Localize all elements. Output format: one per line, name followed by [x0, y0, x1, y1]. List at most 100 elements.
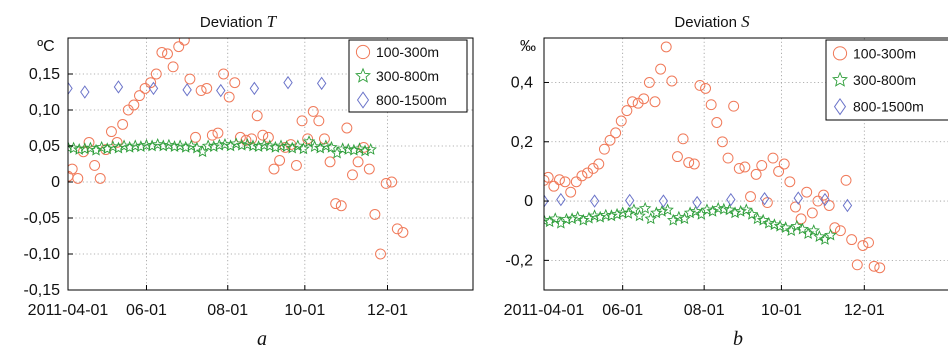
- data-point: [257, 138, 271, 151]
- legend: 100-300m 300-800m 800-1500m: [825, 39, 948, 121]
- data-point: [706, 204, 719, 217]
- data-point: [335, 200, 347, 212]
- data-point: [544, 215, 556, 228]
- chart-panel-a: -0,15 -0,10 -0,05 0 0,05 0,10 0,15 2011-04-01 06…: [24, 12, 474, 350]
- data-point: [95, 140, 108, 153]
- data-point: [576, 170, 588, 182]
- data-point: [162, 48, 173, 60]
- data-point: [767, 152, 779, 164]
- data-point: [251, 110, 263, 122]
- x-tick-label: 06-01: [602, 302, 643, 319]
- y-tick-label: -0,10: [24, 246, 61, 263]
- data-point: [324, 156, 336, 168]
- panel-label: a: [257, 328, 267, 350]
- series-300-800m: [68, 135, 377, 159]
- data-point: [813, 230, 826, 242]
- data-point: [756, 213, 770, 226]
- data-point: [806, 207, 818, 219]
- data-point: [846, 234, 858, 246]
- data-point: [134, 90, 145, 102]
- y-tick-label: 0,05: [29, 138, 60, 155]
- data-point: [638, 93, 650, 105]
- data-point: [84, 141, 97, 154]
- data-point: [128, 99, 140, 111]
- data-point: [700, 82, 712, 94]
- data-point: [655, 63, 667, 75]
- data-point: [249, 81, 260, 96]
- data-point: [363, 163, 375, 175]
- data-point: [206, 129, 218, 141]
- data-point: [801, 227, 815, 239]
- data-point: [223, 91, 235, 103]
- chart-title: Deviation S: [674, 12, 750, 31]
- data-point: [790, 201, 801, 213]
- data-point: [658, 194, 669, 208]
- legend: 100-300m 300-800m 800-1500m: [348, 39, 468, 113]
- data-point: [842, 198, 853, 213]
- data-point: [570, 176, 582, 188]
- chart-panel-b: -0,2 0 0,2 0,4 2011-04-01 06-01 08-01 10-01 12-0…: [504, 12, 948, 350]
- data-point: [672, 210, 686, 223]
- data-point: [307, 105, 319, 117]
- x-tick-label: 2011-04-01: [28, 302, 109, 319]
- x-tick-label: 12-01: [844, 302, 885, 319]
- y-tick-label: -0,2: [505, 252, 533, 269]
- data-point: [824, 228, 837, 241]
- x-tick-label: 08-01: [207, 302, 248, 319]
- data-point: [677, 133, 689, 145]
- data-point: [615, 115, 627, 127]
- data-point: [728, 206, 742, 219]
- data-point: [689, 204, 702, 217]
- data-point: [610, 127, 622, 139]
- data-point: [297, 142, 310, 155]
- data-point: [582, 211, 596, 224]
- data-point: [112, 141, 125, 154]
- data-point: [801, 186, 813, 198]
- data-point: [173, 139, 187, 152]
- data-point: [556, 192, 566, 207]
- plot-area-a: [68, 38, 409, 260]
- y-tick-label: 0,2: [511, 134, 533, 151]
- data-point: [588, 209, 601, 222]
- y-tick-label: 0: [524, 193, 533, 210]
- data-point: [140, 138, 153, 151]
- data-point: [666, 213, 680, 226]
- data-point: [655, 204, 669, 217]
- data-point: [190, 141, 204, 154]
- data-point: [347, 143, 361, 156]
- data-point: [308, 140, 321, 153]
- data-point: [68, 163, 78, 175]
- legend-label: 800-1500m: [376, 92, 447, 108]
- data-point: [290, 159, 302, 171]
- data-point: [795, 213, 807, 225]
- y-tick-label: 0,10: [29, 102, 60, 119]
- data-point: [571, 210, 584, 223]
- data-point: [829, 222, 841, 234]
- data-point: [201, 82, 213, 94]
- data-point: [229, 137, 243, 150]
- y-tick-label: -0,15: [24, 282, 61, 299]
- series-100-300m: [544, 41, 886, 274]
- data-point: [544, 194, 549, 208]
- data-point: [325, 140, 338, 153]
- data-point: [666, 75, 678, 87]
- data-point: [598, 143, 610, 155]
- data-point: [739, 161, 751, 173]
- series-800-1500m: [68, 75, 327, 99]
- data-point: [818, 233, 832, 245]
- data-point: [750, 168, 762, 180]
- data-point: [660, 41, 672, 53]
- data-point: [694, 79, 706, 91]
- data-point: [330, 198, 342, 210]
- data-point: [129, 139, 142, 152]
- data-point: [784, 176, 796, 188]
- data-point: [113, 80, 124, 94]
- data-point: [352, 156, 364, 168]
- data-point: [145, 139, 159, 152]
- data-point: [117, 139, 131, 152]
- data-point: [857, 240, 869, 251]
- data-point: [213, 138, 226, 151]
- data-point: [778, 158, 790, 170]
- data-point: [263, 139, 277, 152]
- data-point: [761, 197, 773, 208]
